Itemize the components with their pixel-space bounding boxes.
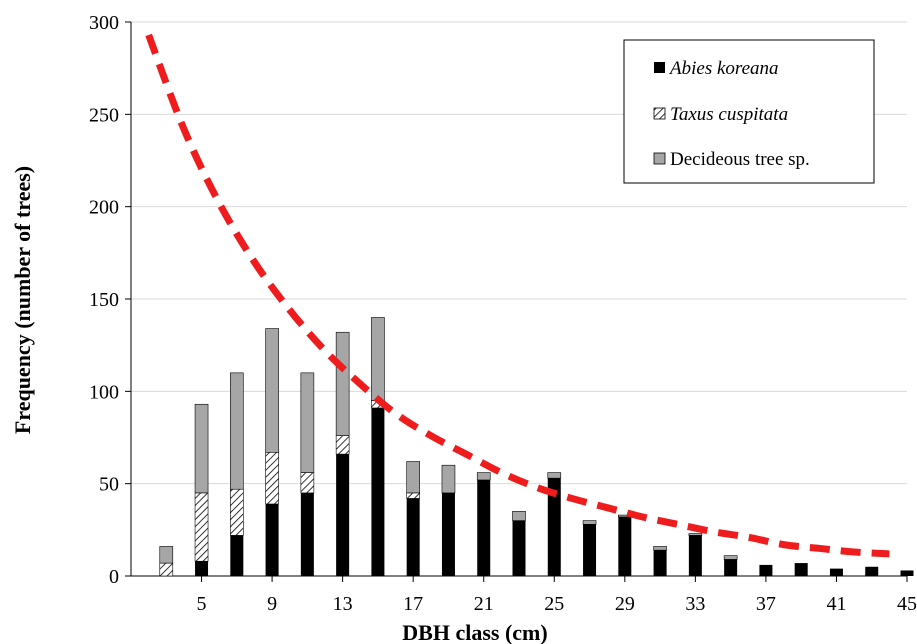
x-tick-label: 25 xyxy=(544,593,564,615)
bar-abies xyxy=(583,524,597,576)
bar-decideous xyxy=(723,555,738,560)
legend-swatch-abies xyxy=(654,62,665,73)
legend-swatch-taxus xyxy=(653,107,666,120)
bar-abies xyxy=(829,568,843,576)
bar-abies xyxy=(230,535,244,576)
y-tick-label: 0 xyxy=(109,566,119,588)
bar-abies xyxy=(759,564,773,576)
x-tick-label: 5 xyxy=(197,593,207,615)
bar-taxus xyxy=(159,562,174,577)
bar-abies xyxy=(265,503,279,576)
bar-taxus xyxy=(230,488,244,536)
bar-abies xyxy=(618,516,632,576)
trend-line xyxy=(145,33,890,558)
bar-decideous xyxy=(230,372,244,490)
bar-decideous xyxy=(653,546,667,551)
bar-decideous xyxy=(547,472,562,479)
bar-abies xyxy=(336,454,350,576)
bar-decideous xyxy=(159,546,174,564)
bar-decideous xyxy=(335,331,350,436)
bar-decideous xyxy=(265,328,279,453)
bar-abies xyxy=(688,535,702,576)
bar-decideous xyxy=(512,511,526,521)
bar-taxus xyxy=(265,451,279,505)
x-tick-label: 21 xyxy=(474,593,494,615)
y-tick-label: 100 xyxy=(89,381,119,403)
bar-abies xyxy=(865,566,879,576)
bar-abies xyxy=(477,479,491,576)
bar-abies xyxy=(900,570,914,576)
x-tick-label: 33 xyxy=(685,593,705,615)
x-tick-label: 9 xyxy=(267,593,277,615)
bar-abies xyxy=(300,492,314,576)
gridlines xyxy=(131,21,907,485)
bar-abies xyxy=(371,407,385,576)
bar-decideous xyxy=(476,472,491,481)
x-tick-label: 13 xyxy=(333,593,353,615)
x-tick-label: 17 xyxy=(403,593,423,615)
bar-decideous xyxy=(688,533,703,536)
bars xyxy=(159,317,914,577)
x-tick-label: 41 xyxy=(826,593,846,615)
legend-label-taxus: Taxus cuspitata xyxy=(670,104,788,125)
legend: Abies koreana Taxus cuspitata Decideous … xyxy=(623,39,875,184)
bar-decideous xyxy=(582,520,597,525)
bar-abies xyxy=(724,559,738,576)
bar-decideous xyxy=(300,372,315,473)
y-axis-title: Frequency (number of trees) xyxy=(10,166,35,434)
y-tick-label: 200 xyxy=(89,197,119,219)
bar-decideous xyxy=(371,317,385,401)
x-tick-label: 45 xyxy=(897,593,917,615)
x-axis: 5 9 13 17 21 25 29 33 37 41 45 xyxy=(131,575,917,615)
bar-taxus xyxy=(335,435,350,455)
y-axis: 0 50 100 150 200 250 300 xyxy=(89,12,132,588)
bar-decideous xyxy=(194,403,209,494)
y-tick-label: 300 xyxy=(89,12,119,34)
y-tick-label: 250 xyxy=(89,104,119,126)
bar-abies xyxy=(653,550,667,576)
legend-label-abies: Abies koreana xyxy=(668,58,779,79)
bar-decideous xyxy=(441,464,456,494)
bar-abies xyxy=(512,520,526,576)
x-tick-label: 37 xyxy=(756,593,776,615)
bar-abies xyxy=(406,498,420,576)
bar-taxus xyxy=(406,492,420,499)
bar-abies xyxy=(441,492,455,576)
legend-box xyxy=(623,39,875,184)
bar-taxus xyxy=(300,472,315,494)
legend-swatch-decideous xyxy=(653,152,666,165)
trend-line-group xyxy=(145,33,890,558)
bar-taxus xyxy=(194,492,209,562)
x-axis-title: DBH class (cm) xyxy=(402,620,547,644)
bar-decideous xyxy=(406,461,420,494)
legend-label-decideous: Decideous tree sp. xyxy=(670,149,810,170)
y-tick-label: 50 xyxy=(99,474,119,496)
bar-abies xyxy=(195,561,209,576)
bar-abies xyxy=(547,478,561,576)
bar-abies xyxy=(794,563,808,576)
x-tick-label: 29 xyxy=(615,593,635,615)
y-tick-label: 150 xyxy=(89,289,119,311)
